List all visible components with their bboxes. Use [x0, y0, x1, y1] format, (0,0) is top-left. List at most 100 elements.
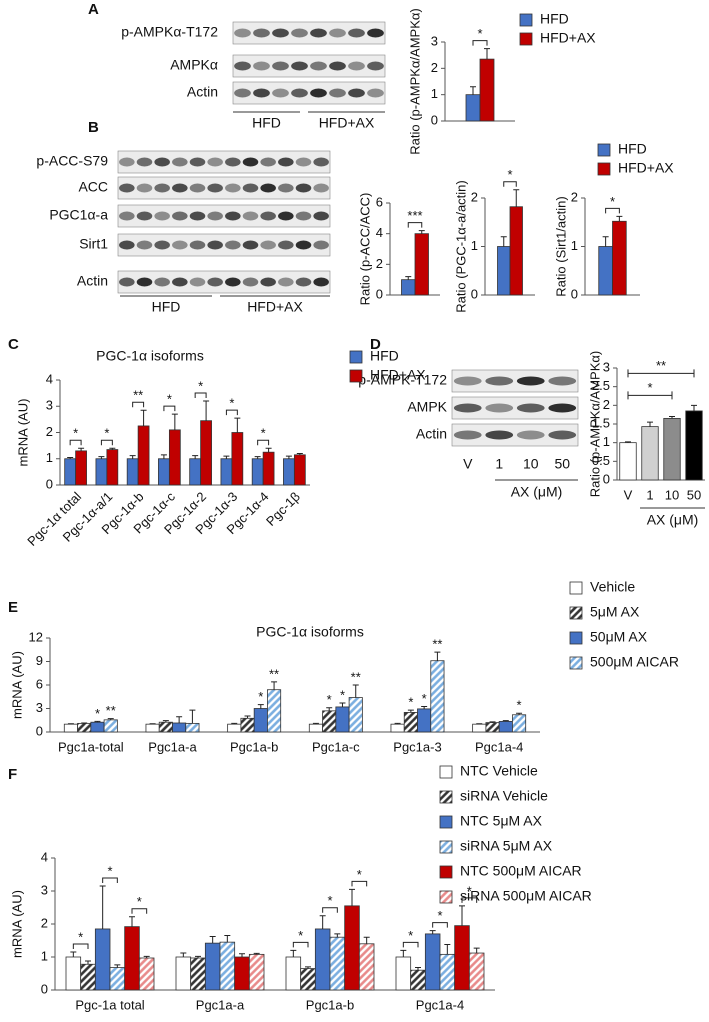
blot-band — [367, 88, 384, 98]
group-label: HFD+AX — [247, 299, 303, 315]
y-tick-label: 6 — [376, 194, 383, 209]
blot-row-label: Actin — [77, 273, 108, 289]
x-tick-label: Pgc1a-total — [58, 739, 124, 754]
sig-label: * — [107, 863, 112, 878]
bar — [498, 721, 513, 733]
blot-band — [242, 240, 259, 250]
blot-row-label: p-ACC-S79 — [36, 153, 108, 169]
sig-label: * — [198, 378, 203, 393]
blot-band — [291, 88, 308, 98]
error-bar — [192, 455, 199, 459]
panel-letter: B — [88, 119, 99, 136]
error-bar — [85, 960, 91, 965]
blot-band — [154, 157, 170, 167]
error-bar — [394, 722, 401, 725]
bar — [109, 967, 126, 991]
bar — [64, 458, 77, 486]
bar — [344, 905, 360, 991]
sig-bracket — [102, 877, 118, 884]
sig-label: * — [78, 929, 83, 944]
sig-bracket — [131, 908, 148, 914]
bar — [248, 953, 265, 991]
blot-band — [136, 211, 153, 221]
legend-label: siRNA 500μM AICAR — [460, 888, 592, 904]
error-bar — [107, 718, 114, 720]
blot-band — [453, 403, 482, 413]
blot-band — [154, 277, 170, 287]
y-tick-label: 1 — [571, 238, 578, 253]
blot-strip — [117, 176, 331, 200]
bar — [410, 969, 426, 991]
sig-label: * — [258, 689, 263, 704]
legend-label: NTC 5μM AX — [460, 813, 543, 829]
bar — [293, 454, 306, 486]
error-bar — [400, 949, 407, 957]
error-bar — [407, 709, 414, 713]
blot-band — [189, 240, 206, 250]
bar — [75, 450, 87, 486]
blot-band — [260, 157, 276, 167]
sig-bracket — [627, 391, 673, 400]
bar — [231, 432, 244, 486]
bar — [308, 723, 323, 733]
y-tick-label: 0 — [471, 286, 478, 301]
error-bar — [339, 702, 346, 707]
blot-band — [234, 61, 251, 71]
panel-letter: C — [8, 336, 19, 353]
y-tick-label: 9 — [36, 653, 43, 668]
error-bar — [415, 967, 421, 971]
sig-label: * — [422, 691, 427, 706]
sig-label: * — [340, 687, 345, 702]
bar — [90, 721, 105, 733]
sig-bracket — [322, 907, 338, 913]
y-axis-label: Ratio (Sirt1/actin) — [553, 196, 568, 296]
sig-bracket — [72, 943, 89, 950]
error-bar — [99, 885, 106, 929]
error-bar — [305, 966, 311, 969]
blot-band — [291, 61, 308, 71]
bar — [175, 956, 192, 991]
bar — [80, 963, 96, 991]
y-axis-label: Ratio (p-AMPKα/AMPKα) — [587, 351, 602, 498]
error-bar — [418, 230, 425, 234]
panel-letter: F — [8, 766, 17, 783]
sig-label: * — [73, 426, 78, 441]
blot-band — [136, 277, 153, 287]
blot-strip — [117, 150, 331, 174]
error-bar — [500, 236, 507, 247]
sig-bracket — [605, 207, 620, 214]
blot-band — [272, 61, 289, 71]
lane-label: 50 — [554, 456, 570, 472]
blot-band — [119, 277, 135, 287]
bar — [663, 417, 681, 481]
bar — [251, 458, 264, 486]
x-tick-label: Pgc1a-b — [230, 739, 278, 754]
bar — [322, 710, 337, 733]
bar — [106, 449, 119, 486]
bar — [314, 928, 331, 991]
y-tick-label: 4 — [376, 225, 383, 240]
sig-label: ** — [133, 388, 143, 403]
group-label: HFD+AX — [319, 115, 375, 131]
bar — [430, 660, 445, 733]
blot-row-label: PGC1α-a — [49, 207, 108, 223]
bar — [253, 708, 268, 733]
blot-band — [154, 211, 170, 221]
x-tick-label: 50 — [687, 487, 701, 502]
error-bar — [470, 86, 476, 95]
error-bar — [244, 715, 251, 719]
y-tick-label: 3 — [41, 882, 48, 897]
y-tick-label: 12 — [29, 629, 43, 644]
blot-band — [295, 240, 312, 250]
legend-label: Vehicle — [590, 579, 635, 595]
y-tick-label: 1 — [41, 948, 48, 963]
legend-swatch — [597, 162, 611, 176]
bar — [439, 953, 456, 991]
blot-strip — [232, 81, 386, 105]
error-bar — [70, 951, 77, 957]
blot-band — [278, 183, 294, 193]
blot-band — [260, 277, 276, 287]
blot-band — [189, 277, 206, 287]
sig-label: * — [408, 695, 413, 710]
